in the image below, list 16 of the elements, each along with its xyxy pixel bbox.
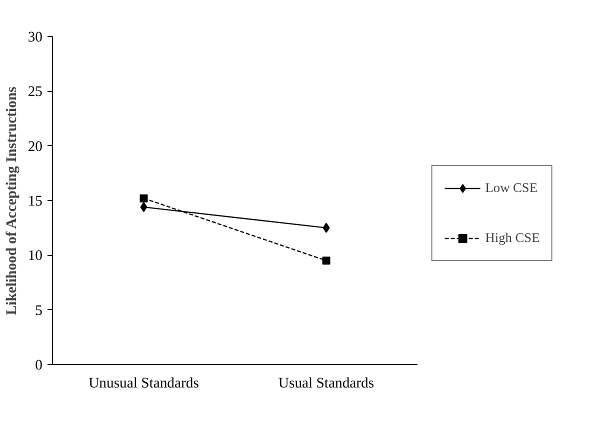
y-tick-label: 0 [35, 358, 42, 374]
x-tick-label: Unusual Standards [88, 376, 200, 392]
point [140, 194, 148, 202]
point [322, 222, 330, 233]
y-tick-label: 30 [28, 30, 42, 46]
y-tick-label: 20 [28, 138, 42, 155]
y-tick-label: 25 [28, 84, 42, 100]
x-tick-label: Usual Standards [278, 376, 374, 392]
y-axis-title: Likelihood of Accepting Instructions [4, 86, 20, 316]
y-tick-label: 5 [35, 302, 42, 319]
point [322, 256, 330, 265]
y-tick-label: 15 [28, 194, 42, 210]
legend-label: High CSE [485, 230, 540, 246]
y-tick-label: 10 [28, 248, 42, 264]
point [140, 202, 148, 212]
legend-label: Low CSE [485, 180, 538, 196]
